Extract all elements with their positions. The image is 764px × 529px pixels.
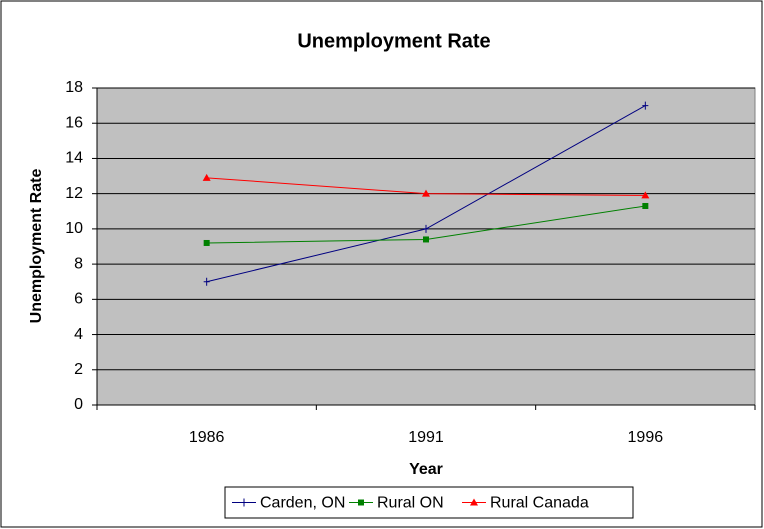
- y-tick-label: 14: [65, 150, 83, 167]
- marker: [422, 189, 430, 197]
- x-axis-label: Year: [409, 461, 443, 478]
- y-tick-label: 16: [65, 114, 83, 131]
- x-tick-label: 1986: [189, 429, 225, 446]
- y-tick-label: 2: [74, 361, 83, 378]
- marker: [203, 239, 210, 246]
- legend-label: Rural Canada: [490, 495, 589, 512]
- y-tick-label: 6: [74, 291, 83, 308]
- legend-marker: [470, 498, 478, 506]
- y-tick-label: 18: [65, 79, 83, 96]
- x-tick-label: 1991: [408, 429, 444, 446]
- y-tick-label: 4: [74, 326, 83, 343]
- plot-area: [96, 87, 756, 406]
- y-tick-label: 10: [65, 220, 83, 237]
- marker: [642, 202, 649, 209]
- y-tick-label: 12: [65, 185, 83, 202]
- legend-label: Carden, ON: [260, 495, 345, 512]
- chart-title: Unemployment Rate: [297, 30, 490, 52]
- y-axis-label: Unemployment Rate: [28, 169, 45, 324]
- legend-marker: [358, 499, 364, 506]
- legend-marker: [241, 498, 247, 507]
- legend-box: [224, 486, 634, 519]
- marker: [642, 101, 649, 110]
- marker: [203, 277, 210, 286]
- legend-label: Rural ON: [377, 495, 444, 512]
- marker: [423, 224, 429, 233]
- marker: [202, 173, 211, 181]
- x-tick-label: 1996: [628, 429, 664, 446]
- y-tick-label: 0: [74, 396, 83, 413]
- marker: [423, 236, 429, 243]
- marker: [641, 191, 650, 199]
- y-tick-label: 8: [74, 255, 83, 272]
